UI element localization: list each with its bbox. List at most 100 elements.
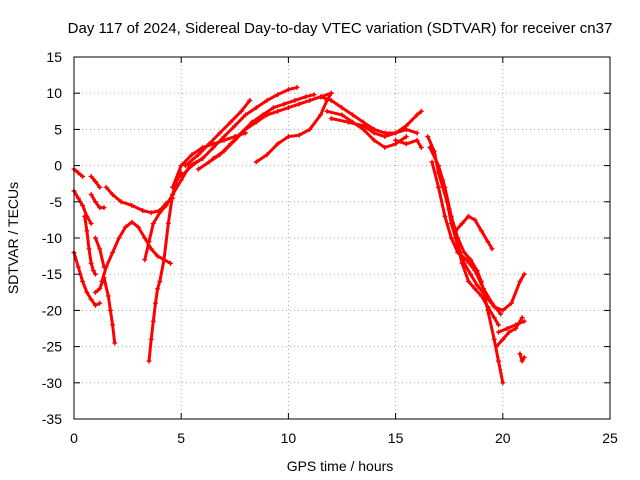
series-line bbox=[497, 319, 526, 334]
data-point bbox=[481, 286, 487, 292]
data-point bbox=[521, 318, 527, 324]
data-point bbox=[339, 112, 345, 118]
data-point bbox=[311, 92, 317, 98]
data-point bbox=[195, 166, 201, 172]
data-point bbox=[170, 184, 176, 190]
data-point bbox=[472, 286, 478, 292]
y-tick-label: -10 bbox=[42, 230, 62, 246]
series-line bbox=[147, 171, 183, 363]
data-point bbox=[414, 112, 420, 118]
data-point bbox=[253, 159, 259, 165]
data-point bbox=[92, 302, 98, 308]
data-point bbox=[521, 271, 527, 277]
data-point bbox=[478, 228, 484, 234]
data-point bbox=[296, 101, 302, 107]
y-tick-label: -35 bbox=[42, 411, 62, 427]
data-point bbox=[88, 260, 94, 266]
data-point bbox=[75, 264, 81, 270]
data-point bbox=[506, 329, 512, 335]
y-tick-label: -20 bbox=[42, 302, 62, 318]
data-point bbox=[496, 329, 502, 335]
data-point bbox=[472, 268, 478, 274]
data-point bbox=[110, 322, 116, 328]
data-point bbox=[163, 202, 169, 208]
data-point bbox=[292, 97, 298, 103]
data-point bbox=[485, 304, 491, 310]
series-arc-4 bbox=[88, 173, 103, 190]
series-arc-6 bbox=[82, 213, 98, 277]
data-point bbox=[393, 137, 399, 143]
series-line bbox=[254, 91, 333, 164]
x-tick-labels: 0 5 10 15 20 25 bbox=[70, 430, 618, 446]
data-point bbox=[275, 108, 281, 114]
data-point bbox=[468, 257, 474, 263]
data-point bbox=[146, 358, 152, 364]
x-tick-label: 20 bbox=[495, 430, 511, 446]
data-point bbox=[371, 130, 377, 136]
data-point bbox=[455, 249, 461, 255]
data-point bbox=[403, 134, 409, 140]
series-line bbox=[89, 193, 106, 210]
data-point bbox=[88, 221, 94, 227]
data-point bbox=[88, 192, 94, 198]
data-point bbox=[328, 97, 334, 103]
series-arc-11 bbox=[142, 155, 206, 263]
data-point bbox=[122, 224, 128, 230]
data-point bbox=[247, 97, 253, 103]
data-point bbox=[92, 199, 98, 205]
axis-ticks bbox=[73, 56, 611, 420]
data-point bbox=[84, 289, 90, 295]
series-line bbox=[179, 85, 299, 178]
data-point bbox=[461, 249, 467, 255]
data-point bbox=[165, 221, 171, 227]
data-point bbox=[508, 300, 514, 306]
data-point bbox=[498, 311, 504, 317]
data-point bbox=[112, 340, 118, 346]
data-point bbox=[318, 112, 324, 118]
data-point bbox=[491, 336, 497, 342]
series-arc-22 bbox=[393, 137, 424, 150]
series-arc-27 bbox=[429, 159, 504, 317]
data-point bbox=[243, 112, 249, 118]
data-point bbox=[182, 163, 188, 169]
series-line bbox=[72, 251, 102, 307]
data-point bbox=[491, 315, 497, 321]
data-point bbox=[97, 205, 103, 211]
y-tick-label: 15 bbox=[46, 49, 62, 65]
y-tick-label: 10 bbox=[46, 85, 62, 101]
data-point bbox=[150, 221, 156, 227]
series-arc-25 bbox=[431, 152, 502, 328]
data-point bbox=[253, 119, 259, 125]
data-point bbox=[264, 152, 270, 158]
series-line bbox=[325, 109, 408, 149]
data-point bbox=[453, 235, 459, 241]
data-point bbox=[110, 192, 116, 198]
data-point bbox=[170, 192, 176, 198]
data-point bbox=[243, 126, 249, 132]
data-point bbox=[264, 112, 270, 118]
data-point bbox=[75, 195, 81, 201]
data-point bbox=[232, 123, 238, 129]
data-point bbox=[285, 87, 291, 93]
data-point bbox=[453, 228, 459, 234]
data-point bbox=[253, 105, 259, 111]
series-arc-12 bbox=[146, 170, 184, 364]
series-arc-29 bbox=[496, 318, 527, 335]
series-line bbox=[394, 138, 423, 149]
data-point bbox=[221, 148, 227, 154]
data-point bbox=[307, 126, 313, 132]
data-point bbox=[500, 336, 506, 342]
data-point bbox=[148, 246, 154, 252]
data-point bbox=[97, 300, 103, 306]
data-point bbox=[440, 177, 446, 183]
data-point bbox=[155, 253, 161, 259]
x-tick-label: 0 bbox=[70, 430, 78, 446]
data-point bbox=[178, 163, 184, 169]
data-point bbox=[195, 152, 201, 158]
series-arc-26 bbox=[453, 213, 495, 252]
data-point bbox=[101, 205, 107, 211]
data-point bbox=[489, 300, 495, 306]
data-point bbox=[429, 159, 435, 165]
data-point bbox=[92, 235, 98, 241]
data-point bbox=[294, 84, 300, 90]
